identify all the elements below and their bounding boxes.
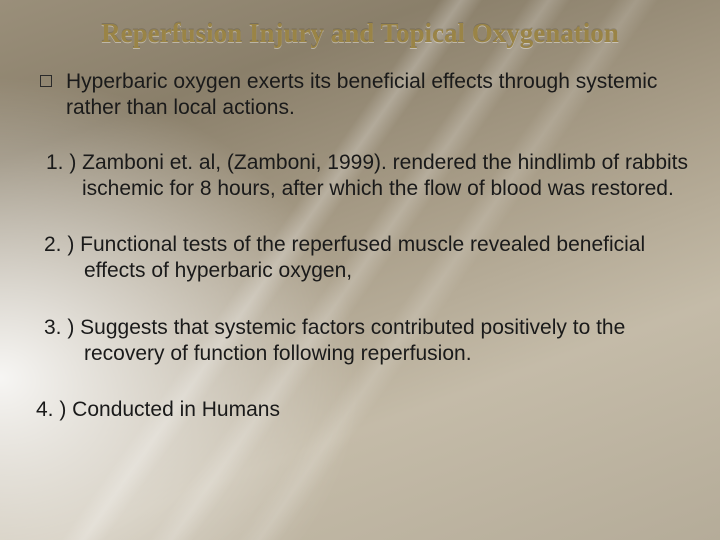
square-bullet-icon xyxy=(40,75,52,87)
list-item: 1. ) Zamboni et. al, (Zamboni, 1999). re… xyxy=(32,150,692,203)
list-item: 4. ) Conducted in Humans xyxy=(32,397,692,423)
slide-title: Reperfusion Injury and Topical Oxygenati… xyxy=(28,18,692,49)
slide: Reperfusion Injury and Topical Oxygenati… xyxy=(0,0,720,540)
item-text-1: 1. ) Zamboni et. al, (Zamboni, 1999). re… xyxy=(32,150,692,203)
bullet-text: Hyperbaric oxygen exerts its beneficial … xyxy=(66,69,692,122)
bullet-point: Hyperbaric oxygen exerts its beneficial … xyxy=(40,69,692,122)
item-text-2: 2. ) Functional tests of the reperfused … xyxy=(32,232,692,285)
list-item: 3. ) Suggests that systemic factors cont… xyxy=(32,315,692,368)
item-text-3: 3. ) Suggests that systemic factors cont… xyxy=(32,315,692,368)
list-item: 2. ) Functional tests of the reperfused … xyxy=(32,232,692,285)
item-text-4: 4. ) Conducted in Humans xyxy=(32,397,692,423)
